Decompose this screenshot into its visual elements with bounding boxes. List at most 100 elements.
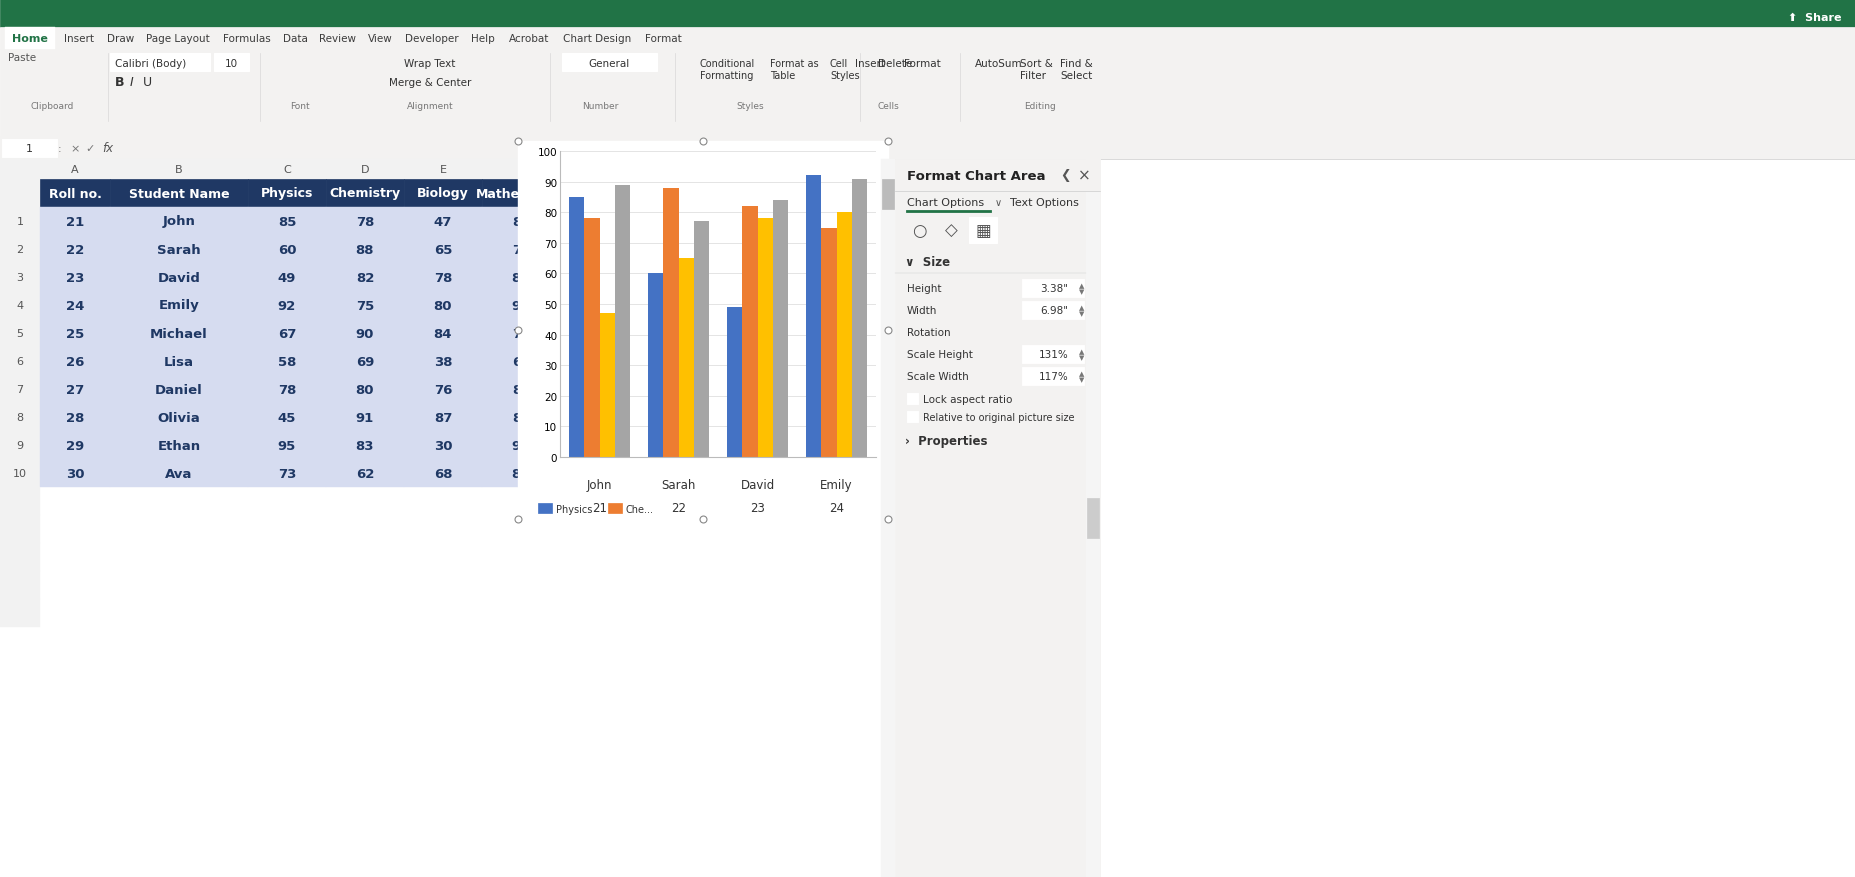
Text: 10: 10 <box>224 59 237 69</box>
Text: Relative to original picture size: Relative to original picture size <box>924 412 1074 423</box>
Text: Biology: Biology <box>417 188 469 200</box>
Bar <box>109 347 249 375</box>
Text: Chemistry: Chemistry <box>330 188 401 200</box>
Bar <box>326 319 404 347</box>
Bar <box>679 259 694 458</box>
Bar <box>213 54 249 72</box>
Bar <box>249 180 326 208</box>
Text: Che...: Che... <box>625 504 655 515</box>
Text: Page Layout: Page Layout <box>147 34 210 44</box>
Text: 1: 1 <box>26 144 33 153</box>
Text: 78: 78 <box>356 215 375 228</box>
Text: 77: 77 <box>512 243 531 256</box>
Bar <box>905 217 933 244</box>
Text: Format Chart Area: Format Chart Area <box>907 169 1046 182</box>
Bar <box>404 180 482 208</box>
Text: 84: 84 <box>434 327 453 340</box>
Bar <box>6 28 56 50</box>
Bar <box>109 292 249 319</box>
Bar <box>326 180 404 208</box>
Bar <box>404 571 482 599</box>
Text: ▲: ▲ <box>1080 304 1085 310</box>
Text: :: : <box>58 144 61 153</box>
Bar <box>0 460 41 488</box>
Text: 9: 9 <box>17 440 24 451</box>
Text: K: K <box>803 165 811 175</box>
Text: I: I <box>130 75 134 89</box>
Text: 117%: 117% <box>1039 372 1068 381</box>
Bar <box>1085 160 1100 877</box>
Bar <box>482 431 560 460</box>
Text: Insert: Insert <box>855 59 885 69</box>
Bar <box>907 394 918 404</box>
Bar <box>482 599 560 627</box>
Text: A: A <box>70 165 78 175</box>
Bar <box>41 516 109 544</box>
Text: 3: 3 <box>17 273 24 282</box>
Text: 27: 27 <box>67 383 83 396</box>
Bar <box>562 54 657 72</box>
Text: 4: 4 <box>17 301 24 310</box>
Bar <box>894 160 1100 192</box>
Text: David: David <box>740 479 775 492</box>
Bar <box>807 176 822 458</box>
Bar <box>649 275 664 458</box>
Text: 3.38": 3.38" <box>1041 283 1068 294</box>
Bar <box>482 264 560 292</box>
Bar <box>41 544 109 571</box>
Bar <box>404 460 482 488</box>
Text: Acrobat: Acrobat <box>508 34 549 44</box>
Bar <box>0 236 41 264</box>
Bar <box>757 219 772 458</box>
Text: ×: × <box>1078 168 1091 183</box>
Text: 131%: 131% <box>1039 350 1068 360</box>
Text: Font: Font <box>289 102 310 111</box>
Bar <box>109 319 249 347</box>
Text: Styles: Styles <box>736 102 764 111</box>
Text: Conditional: Conditional <box>699 59 755 69</box>
Bar <box>41 180 109 208</box>
Bar <box>599 314 614 458</box>
Text: B: B <box>115 75 124 89</box>
Text: John: John <box>163 215 195 228</box>
Text: Mathematics: Mathematics <box>477 188 566 200</box>
Bar <box>0 180 41 208</box>
Bar <box>41 264 109 292</box>
Bar <box>0 292 41 319</box>
Bar <box>249 319 326 347</box>
Text: ∨  Size: ∨ Size <box>905 255 950 268</box>
Bar <box>482 375 560 403</box>
Text: ✓: ✓ <box>85 144 95 153</box>
Bar <box>41 403 109 431</box>
Bar <box>968 217 996 244</box>
Text: 69: 69 <box>356 355 375 368</box>
Text: Review: Review <box>319 34 356 44</box>
Bar <box>109 375 249 403</box>
Text: 6: 6 <box>17 357 24 367</box>
Text: 89: 89 <box>512 215 531 228</box>
Text: D: D <box>360 165 369 175</box>
Bar <box>109 488 249 516</box>
Bar <box>835 160 890 180</box>
Bar <box>109 571 249 599</box>
Text: 21: 21 <box>592 502 607 515</box>
Text: Lock aspect ratio: Lock aspect ratio <box>924 395 1013 404</box>
Bar <box>249 516 326 544</box>
Bar <box>584 219 599 458</box>
Bar <box>41 347 109 375</box>
Text: J: J <box>751 165 753 175</box>
Text: Ethan: Ethan <box>158 439 200 452</box>
Bar <box>404 292 482 319</box>
Text: View: View <box>367 34 393 44</box>
Text: 60: 60 <box>278 243 297 256</box>
Bar <box>249 544 326 571</box>
Text: 78: 78 <box>434 271 453 284</box>
Text: 95: 95 <box>278 439 297 452</box>
Text: Chart Options: Chart Options <box>907 198 985 208</box>
Bar <box>0 0 1855 28</box>
Bar <box>404 375 482 403</box>
Text: 24: 24 <box>829 502 844 515</box>
Bar <box>482 460 560 488</box>
Bar <box>725 160 779 180</box>
Text: G: G <box>582 165 592 175</box>
